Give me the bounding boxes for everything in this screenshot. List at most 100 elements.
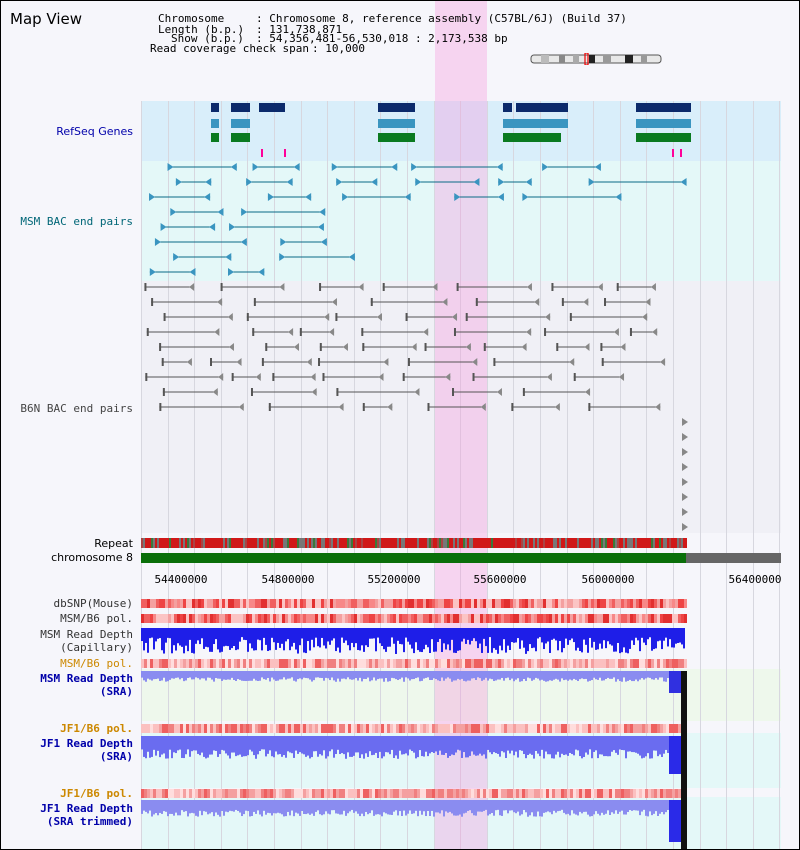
depth-bar [149, 736, 151, 758]
heat-cell [354, 614, 357, 623]
track-label-b6n-bac[interactable]: B6N BAC end pairs [20, 402, 133, 415]
depth-bar [555, 736, 557, 755]
depth-bar [587, 628, 589, 653]
depth-bar [231, 736, 233, 753]
depth-bar [565, 800, 567, 815]
b6n-bac-end [288, 328, 294, 336]
depth-bar [541, 800, 543, 817]
heat-cell [294, 599, 297, 608]
track-label-msm-depth-cap-1[interactable]: MSM Read Depth [40, 628, 133, 641]
repeat-block [457, 538, 459, 548]
heat-cell [558, 789, 561, 798]
heat-cell [342, 599, 345, 608]
track-label-jf1-b6-pol-1[interactable]: JF1/B6 pol. [60, 722, 133, 735]
heat-cell [246, 599, 249, 608]
depth-bar [419, 736, 421, 751]
depth-bar [379, 736, 381, 752]
track-label-repeat[interactable]: Repeat [94, 537, 133, 550]
depth-bar [395, 628, 397, 654]
depth-bar [431, 800, 433, 811]
depth-bar [567, 800, 569, 814]
refseq-gene [503, 103, 512, 112]
depth-bar [543, 736, 545, 759]
selected-region-highlight[interactable] [435, 1, 487, 849]
heat-cell [630, 659, 633, 668]
heat-cell [234, 789, 237, 798]
depth-bar [629, 628, 631, 649]
heat-cell [609, 614, 612, 623]
heat-cell [150, 789, 153, 798]
heat-cell [603, 614, 606, 623]
repeat-block [193, 538, 195, 548]
repeat-block [291, 538, 293, 548]
heat-cell [294, 724, 297, 733]
depth-bar [555, 628, 557, 641]
depth-bar [643, 628, 645, 643]
track-label-chromosome[interactable]: chromosome 8 [51, 551, 133, 564]
depth-bar [491, 628, 493, 653]
depth-bar [377, 736, 379, 759]
track-label-dbsnp[interactable]: dbSNP(Mouse) [53, 597, 133, 610]
depth-bar [169, 736, 171, 750]
heat-cell [333, 789, 336, 798]
track-label-jf1-depth-trim-1[interactable]: JF1 Read Depth [40, 802, 133, 815]
grid-line [487, 101, 488, 849]
heat-cell [474, 599, 477, 608]
track-label-msm-b6-pol-2[interactable]: MSM/B6 pol. [60, 657, 133, 670]
depth-bar [621, 671, 623, 682]
heat-cell [144, 599, 147, 608]
depth-bar [573, 736, 575, 756]
heat-cell [315, 599, 318, 608]
chromosome-ideogram[interactable] [529, 53, 663, 65]
heat-cell [609, 599, 612, 608]
depth-bar [429, 628, 431, 653]
heat-cell [501, 724, 504, 733]
b6n-bac-end [189, 283, 195, 291]
b6n-bac-end [660, 358, 666, 366]
heat-cell [234, 724, 237, 733]
heat-cell [324, 724, 327, 733]
heat-cell [492, 599, 495, 608]
depth-bar [375, 736, 377, 753]
repeat-block [391, 538, 393, 548]
depth-bar [467, 671, 469, 681]
heat-cell [594, 599, 597, 608]
heat-cell [564, 599, 567, 608]
heat-cell [174, 614, 177, 623]
track-label-jf1-b6-pol-2[interactable]: JF1/B6 pol. [60, 787, 133, 800]
depth-bar [529, 671, 531, 679]
depth-bar [329, 671, 331, 681]
depth-bar [587, 671, 589, 682]
heat-cell [366, 789, 369, 798]
heat-cell [189, 724, 192, 733]
depth-bar [433, 736, 435, 753]
heat-cell [447, 599, 450, 608]
heat-cell [444, 789, 447, 798]
repeat-block [629, 538, 631, 548]
heat-cell [645, 789, 648, 798]
msm-bac-end [167, 163, 174, 171]
track-label-msm-bac[interactable]: MSM BAC end pairs [20, 215, 133, 228]
track-label-msm-depth-sra-1[interactable]: MSM Read Depth [40, 672, 133, 685]
depth-bar [379, 628, 381, 644]
b6n-bac-end [146, 328, 149, 336]
track-label-refseq[interactable]: RefSeq Genes [56, 125, 133, 138]
depth-bar [481, 671, 483, 681]
depth-bar [337, 736, 339, 750]
track-label-msm-b6-pol-1[interactable]: MSM/B6 pol. [60, 612, 133, 625]
b6n-bac-end [424, 343, 427, 351]
depth-bar [255, 736, 257, 759]
depth-bar [479, 671, 481, 679]
depth-bar [233, 736, 235, 753]
heat-cell [576, 599, 579, 608]
depth-bar [647, 736, 649, 754]
heat-cell [180, 614, 183, 623]
heat-cell [270, 724, 273, 733]
depth-bar [599, 628, 601, 644]
depth-bar [633, 800, 635, 811]
depth-bar [533, 800, 535, 817]
heat-cell [666, 659, 669, 668]
depth-bar [195, 800, 197, 816]
track-label-jf1-depth-sra-1[interactable]: JF1 Read Depth [40, 737, 133, 750]
